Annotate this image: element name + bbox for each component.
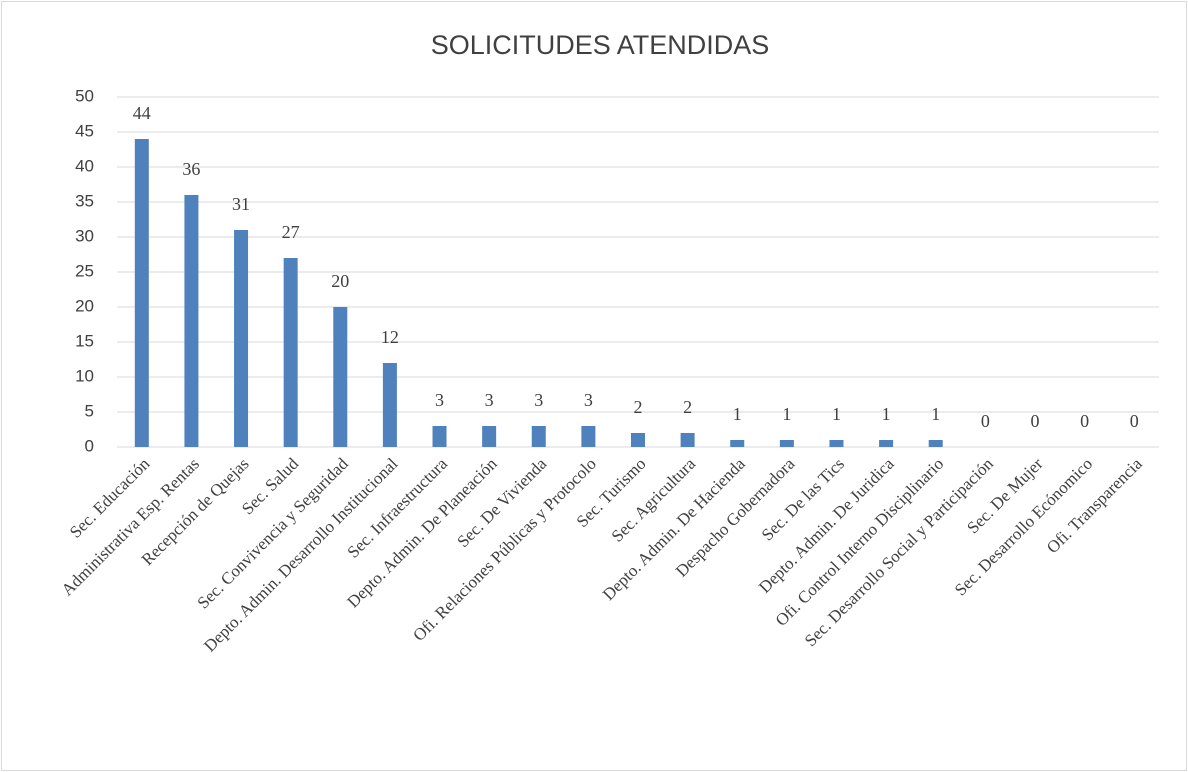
data-label: 1: [832, 404, 841, 424]
data-label: 1: [782, 404, 791, 424]
bar: [680, 433, 695, 447]
y-tick-label: 25: [75, 261, 94, 280]
bar: [879, 440, 894, 447]
y-tick-label: 45: [75, 121, 94, 140]
bar: [779, 440, 794, 447]
bar: [184, 195, 199, 447]
bar: [829, 440, 844, 447]
bar: [134, 139, 149, 447]
bar: [333, 307, 348, 447]
data-label: 0: [981, 411, 990, 431]
data-label: 31: [232, 194, 250, 214]
data-label: 1: [931, 404, 940, 424]
bar: [531, 426, 546, 447]
data-label: 2: [683, 397, 692, 417]
data-label: 20: [331, 271, 349, 291]
y-tick-label: 35: [75, 191, 94, 210]
y-tick-label: 20: [75, 296, 94, 315]
y-tick-label: 15: [75, 331, 94, 350]
bar: [432, 426, 447, 447]
bar: [581, 426, 596, 447]
bar: [928, 440, 943, 447]
bar: [283, 258, 298, 447]
y-tick-label: 30: [75, 226, 94, 245]
data-label: 1: [882, 404, 891, 424]
y-tick-label: 5: [85, 401, 94, 420]
data-label: 0: [1030, 411, 1039, 431]
bar: [382, 363, 397, 447]
bar: [482, 426, 497, 447]
data-label: 27: [282, 222, 300, 242]
data-label: 3: [435, 390, 444, 410]
bar: [234, 230, 249, 447]
data-label: 3: [534, 390, 543, 410]
bar: [631, 433, 645, 447]
y-tick-label: 0: [85, 436, 94, 455]
data-label: 2: [634, 397, 643, 417]
y-tick-label: 10: [75, 366, 94, 385]
data-label: 1: [733, 404, 742, 424]
data-label: 3: [485, 390, 494, 410]
data-label: 0: [1130, 411, 1139, 431]
y-tick-label: 50: [75, 86, 94, 105]
data-label: 44: [133, 103, 151, 123]
chart-title: SOLICITUDES ATENDIDAS: [431, 30, 770, 60]
data-label: 12: [381, 327, 399, 347]
data-label: 0: [1080, 411, 1089, 431]
bar: [730, 440, 745, 447]
data-label: 36: [182, 159, 200, 179]
data-label: 3: [584, 390, 593, 410]
y-tick-label: 40: [75, 156, 94, 175]
